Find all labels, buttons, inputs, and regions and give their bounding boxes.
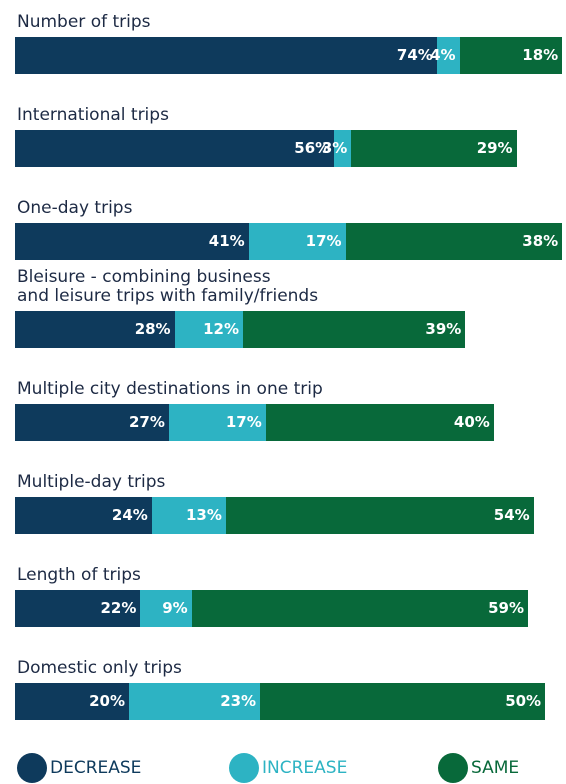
bar-segment <box>15 497 152 534</box>
data-label: 54% <box>493 506 530 524</box>
bar-segment <box>140 590 192 627</box>
data-label: 28% <box>134 320 171 338</box>
category-label: Multiple city destinations in one trip <box>17 379 323 399</box>
data-label: 41% <box>208 232 245 250</box>
bar-segment <box>351 130 517 167</box>
legend-label: SAME <box>471 758 520 778</box>
category-label: Multiple-day trips <box>17 472 166 492</box>
legend-swatch <box>229 753 259 783</box>
category-label: Domestic only trips <box>17 658 182 678</box>
legend-swatch <box>438 753 468 783</box>
data-label: 9% <box>162 599 188 617</box>
data-label: 4% <box>430 46 456 64</box>
data-label: 59% <box>488 599 524 617</box>
bar-segment <box>174 311 243 348</box>
bar-segment <box>129 683 261 720</box>
bar-segment <box>225 497 534 534</box>
data-label: 13% <box>185 506 222 524</box>
bar-segment <box>15 311 175 348</box>
data-label: 24% <box>111 506 148 524</box>
data-label: 23% <box>220 692 257 710</box>
data-label: 12% <box>203 320 239 338</box>
data-label: 50% <box>505 692 542 710</box>
bar-segment <box>191 590 528 627</box>
data-label: 38% <box>522 232 559 250</box>
bar-segment <box>15 404 169 441</box>
bar-segment <box>265 404 494 441</box>
bar-segment <box>243 311 466 348</box>
bar-segment <box>436 37 460 74</box>
bar-segment <box>15 37 437 74</box>
bar-segment <box>248 223 346 260</box>
data-label: 27% <box>128 413 165 431</box>
bar-segment <box>345 223 563 260</box>
bar-segment <box>260 683 546 720</box>
data-label: 74% <box>396 46 433 64</box>
data-label: 20% <box>89 692 125 710</box>
legend-label: INCREASE <box>262 758 348 778</box>
bar-segment <box>151 497 226 534</box>
category-label: Length of trips <box>17 565 141 585</box>
bar-segment <box>15 223 249 260</box>
data-label: 40% <box>453 413 490 431</box>
bar-segment <box>459 37 563 74</box>
category-label: International trips <box>17 105 169 125</box>
data-label: 17% <box>305 232 342 250</box>
bar-segment <box>168 404 266 441</box>
data-label: 39% <box>425 320 462 338</box>
bar-segment <box>334 130 352 167</box>
data-label: 17% <box>225 413 262 431</box>
data-label: 29% <box>476 139 513 157</box>
category-label: One-day trips <box>17 198 133 218</box>
data-label: 56% <box>294 139 331 157</box>
category-label: Number of trips <box>17 12 151 32</box>
data-label: 22% <box>100 599 137 617</box>
bar-segment <box>15 130 335 167</box>
legend-label: DECREASE <box>50 758 142 778</box>
data-label: 18% <box>522 46 559 64</box>
legend-swatch <box>17 753 47 783</box>
category-label: Bleisure - combining business and leisur… <box>17 267 319 306</box>
bar-segment <box>15 683 129 720</box>
data-label: 3% <box>321 139 348 157</box>
bar-segment <box>15 590 141 627</box>
